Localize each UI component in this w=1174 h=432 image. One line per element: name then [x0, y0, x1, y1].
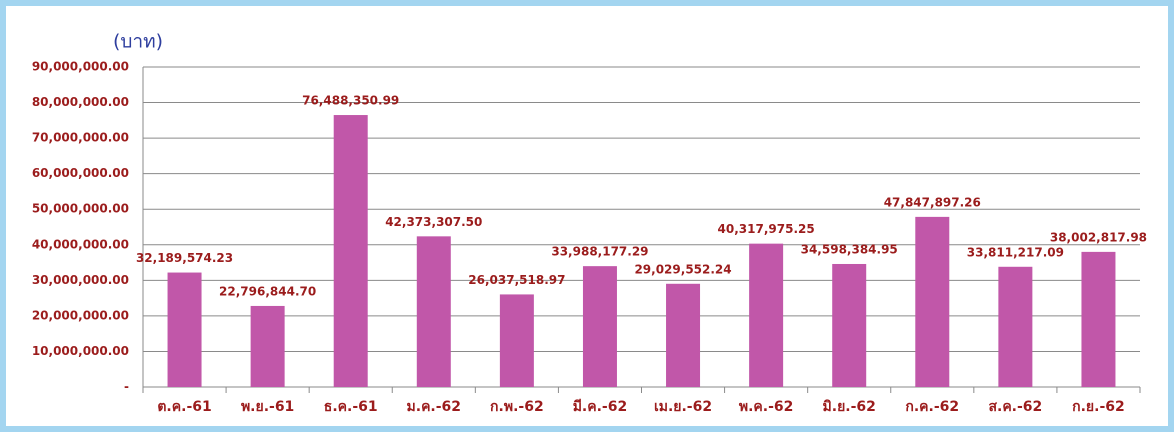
- data-label: 22,796,844.70: [219, 284, 316, 298]
- y-tick-label: 40,000,000.00: [32, 237, 129, 251]
- bar: [499, 294, 534, 387]
- bar: [582, 266, 617, 387]
- bar: [666, 283, 701, 387]
- data-label: 32,189,574.23: [136, 251, 233, 265]
- data-label: 33,811,217.09: [967, 245, 1064, 259]
- data-label: 34,598,384.95: [801, 242, 898, 256]
- bar: [416, 236, 451, 387]
- data-label: 47,847,897.26: [884, 195, 981, 209]
- y-tick-label: 50,000,000.00: [32, 202, 129, 216]
- bar: [832, 263, 867, 387]
- y-tick-label: 90,000,000.00: [32, 60, 129, 74]
- y-tick-label: 70,000,000.00: [32, 131, 129, 145]
- bar: [915, 216, 950, 387]
- x-tick-label: มิ.ย.-62: [823, 399, 876, 415]
- x-tick-label: ธ.ค.-61: [324, 399, 378, 415]
- y-axis-label: (บาท): [113, 31, 163, 53]
- data-label: 42,373,307.50: [385, 215, 482, 229]
- data-label: 33,988,177.29: [551, 245, 648, 259]
- data-label: 38,002,817.98: [1050, 230, 1147, 244]
- data-label: 26,037,518.97: [468, 273, 565, 287]
- bar: [333, 115, 368, 388]
- y-tick-label: 10,000,000.00: [32, 344, 129, 358]
- bar: [250, 305, 285, 387]
- x-tick-label: ม.ค.-62: [407, 399, 462, 415]
- data-label: 40,317,975.25: [718, 222, 815, 236]
- x-tick-label: ก.ย.-62: [1072, 399, 1125, 415]
- y-tick-label: 60,000,000.00: [32, 166, 129, 180]
- bar: [1081, 251, 1116, 387]
- bar: [998, 266, 1033, 387]
- data-label: 29,029,552.24: [634, 262, 731, 276]
- y-tick-label: 80,000,000.00: [32, 95, 129, 109]
- x-tick-label: พ.ย.-61: [241, 399, 294, 415]
- x-tick-label: ต.ค.-61: [157, 399, 211, 415]
- bar: [167, 272, 202, 387]
- x-tick-label: ก.พ.-62: [490, 399, 544, 415]
- y-tick-label: -: [124, 380, 129, 394]
- x-tick-label: พ.ค.-62: [739, 399, 794, 415]
- x-tick-label: ส.ค.-62: [988, 399, 1042, 415]
- data-label: 76,488,350.99: [302, 94, 399, 108]
- y-tick-label: 30,000,000.00: [32, 273, 129, 287]
- bar: [749, 243, 784, 387]
- x-tick-label: ก.ค.-62: [905, 399, 959, 415]
- y-tick-label: 20,000,000.00: [32, 308, 129, 322]
- x-tick-label: เม.ย.-62: [654, 399, 712, 415]
- x-tick-label: มี.ค.-62: [573, 399, 628, 415]
